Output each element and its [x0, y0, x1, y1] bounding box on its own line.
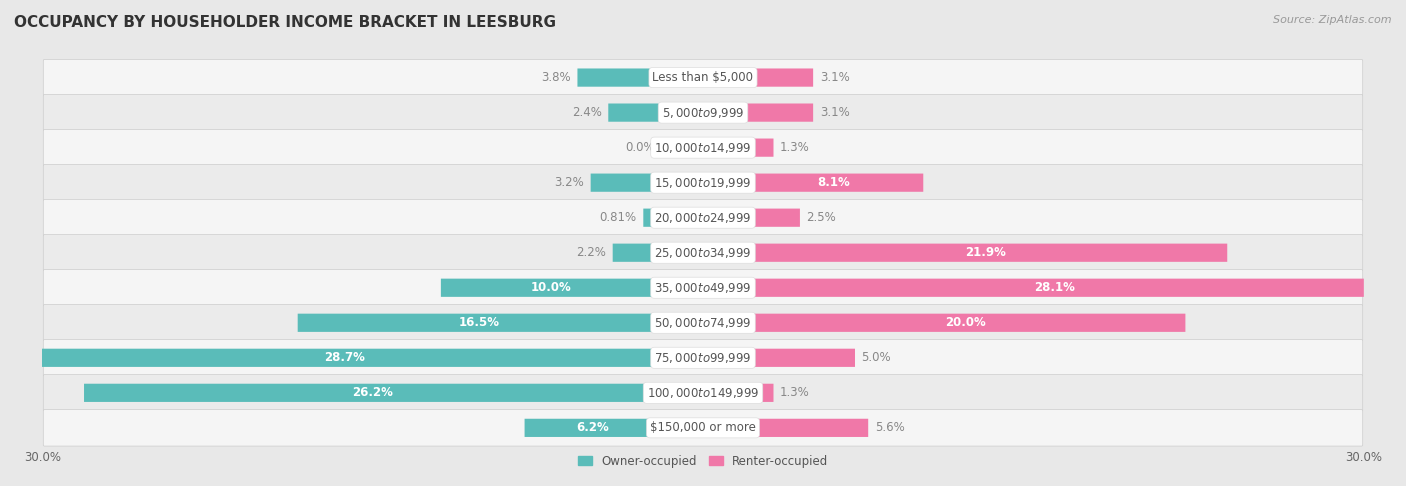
Text: 1.3%: 1.3%	[780, 141, 810, 154]
FancyBboxPatch shape	[745, 69, 813, 87]
FancyBboxPatch shape	[44, 410, 1362, 446]
FancyBboxPatch shape	[84, 384, 661, 402]
FancyBboxPatch shape	[644, 208, 661, 227]
Text: 28.1%: 28.1%	[1033, 281, 1074, 294]
Text: $10,000 to $14,999: $10,000 to $14,999	[654, 140, 752, 155]
Text: 3.8%: 3.8%	[541, 71, 571, 84]
FancyBboxPatch shape	[591, 174, 661, 192]
FancyBboxPatch shape	[745, 313, 1185, 332]
FancyBboxPatch shape	[44, 340, 1362, 376]
FancyBboxPatch shape	[745, 139, 773, 157]
FancyBboxPatch shape	[745, 174, 924, 192]
Text: 1.3%: 1.3%	[780, 386, 810, 399]
FancyBboxPatch shape	[298, 313, 661, 332]
Text: $75,000 to $99,999: $75,000 to $99,999	[654, 351, 752, 365]
Text: $150,000 or more: $150,000 or more	[650, 421, 756, 434]
Text: 3.1%: 3.1%	[820, 71, 849, 84]
Text: 8.1%: 8.1%	[818, 176, 851, 189]
Text: 3.2%: 3.2%	[554, 176, 583, 189]
Text: $15,000 to $19,999: $15,000 to $19,999	[654, 175, 752, 190]
FancyBboxPatch shape	[44, 164, 1362, 201]
FancyBboxPatch shape	[745, 243, 1227, 262]
Text: 0.0%: 0.0%	[624, 141, 655, 154]
FancyBboxPatch shape	[745, 348, 855, 367]
Text: 0.81%: 0.81%	[599, 211, 637, 224]
Text: 2.4%: 2.4%	[572, 106, 602, 119]
Text: 16.5%: 16.5%	[458, 316, 501, 330]
Text: 21.9%: 21.9%	[966, 246, 1007, 259]
FancyBboxPatch shape	[524, 419, 661, 437]
FancyBboxPatch shape	[30, 348, 661, 367]
Text: 5.6%: 5.6%	[875, 421, 904, 434]
Text: 5.0%: 5.0%	[862, 351, 891, 364]
FancyBboxPatch shape	[745, 208, 800, 227]
FancyBboxPatch shape	[44, 235, 1362, 271]
Text: $5,000 to $9,999: $5,000 to $9,999	[662, 105, 744, 120]
FancyBboxPatch shape	[44, 270, 1362, 306]
Text: 2.5%: 2.5%	[807, 211, 837, 224]
FancyBboxPatch shape	[441, 278, 661, 297]
Text: 6.2%: 6.2%	[576, 421, 609, 434]
FancyBboxPatch shape	[44, 375, 1362, 411]
Text: $35,000 to $49,999: $35,000 to $49,999	[654, 281, 752, 295]
Text: 10.0%: 10.0%	[530, 281, 571, 294]
Text: $25,000 to $34,999: $25,000 to $34,999	[654, 246, 752, 260]
Text: Less than $5,000: Less than $5,000	[652, 71, 754, 84]
FancyBboxPatch shape	[44, 129, 1362, 166]
FancyBboxPatch shape	[44, 59, 1362, 96]
FancyBboxPatch shape	[745, 104, 813, 122]
FancyBboxPatch shape	[44, 305, 1362, 341]
Text: $20,000 to $24,999: $20,000 to $24,999	[654, 211, 752, 225]
Text: 3.1%: 3.1%	[820, 106, 849, 119]
FancyBboxPatch shape	[745, 419, 868, 437]
Text: 26.2%: 26.2%	[352, 386, 394, 399]
Text: Source: ZipAtlas.com: Source: ZipAtlas.com	[1274, 15, 1392, 25]
Text: 2.2%: 2.2%	[576, 246, 606, 259]
Legend: Owner-occupied, Renter-occupied: Owner-occupied, Renter-occupied	[572, 450, 834, 472]
Text: OCCUPANCY BY HOUSEHOLDER INCOME BRACKET IN LEESBURG: OCCUPANCY BY HOUSEHOLDER INCOME BRACKET …	[14, 15, 555, 30]
FancyBboxPatch shape	[44, 199, 1362, 236]
FancyBboxPatch shape	[613, 243, 661, 262]
Text: $100,000 to $149,999: $100,000 to $149,999	[647, 386, 759, 400]
Text: $50,000 to $74,999: $50,000 to $74,999	[654, 316, 752, 330]
FancyBboxPatch shape	[44, 94, 1362, 131]
FancyBboxPatch shape	[609, 104, 661, 122]
FancyBboxPatch shape	[578, 69, 661, 87]
FancyBboxPatch shape	[745, 278, 1364, 297]
FancyBboxPatch shape	[745, 384, 773, 402]
Text: 28.7%: 28.7%	[325, 351, 366, 364]
Text: 20.0%: 20.0%	[945, 316, 986, 330]
